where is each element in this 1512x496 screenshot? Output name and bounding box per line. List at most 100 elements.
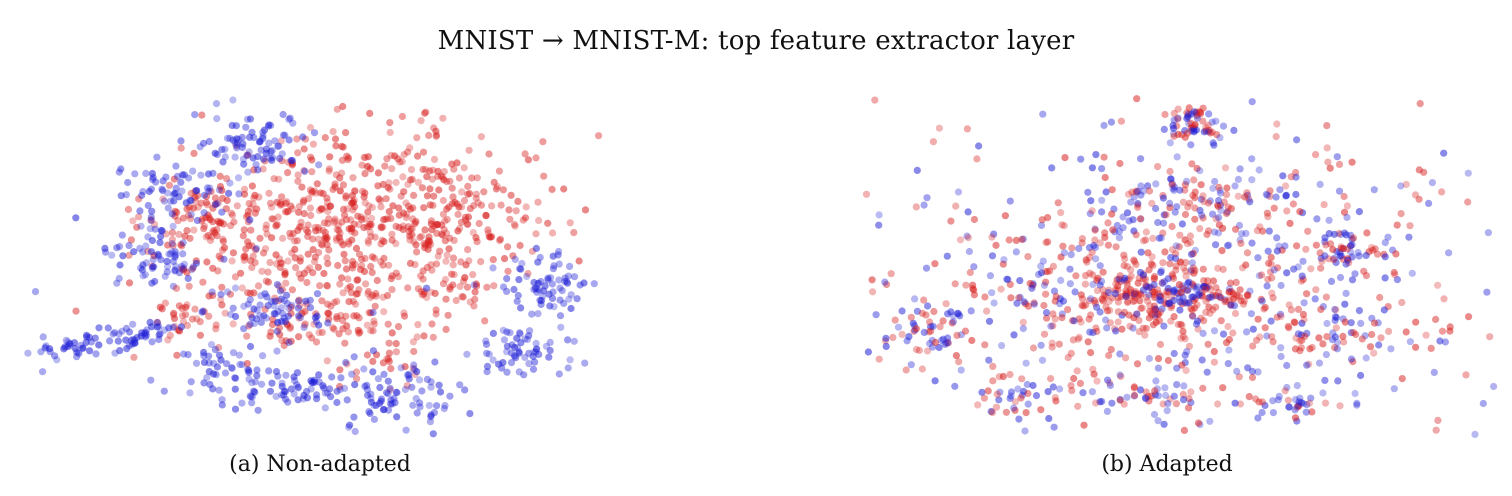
source-point <box>1015 415 1023 423</box>
source-point <box>148 338 156 346</box>
target-point <box>504 243 512 251</box>
source-point <box>229 96 237 104</box>
target-point <box>1142 236 1150 244</box>
target-point <box>336 187 344 195</box>
target-point <box>335 330 343 338</box>
target-point <box>250 289 258 297</box>
target-point <box>388 230 396 238</box>
scatter-panel-b <box>860 92 1500 442</box>
target-point <box>230 218 238 226</box>
source-point <box>1479 399 1487 408</box>
source-point <box>489 329 497 337</box>
target-point <box>416 233 424 241</box>
target-point <box>1263 209 1271 217</box>
target-point <box>449 193 457 201</box>
target-point <box>1308 408 1316 416</box>
source-point <box>1045 414 1053 423</box>
target-point <box>341 339 349 347</box>
target-point <box>358 255 366 263</box>
target-point <box>942 300 950 308</box>
target-point <box>1393 221 1401 229</box>
target-point <box>343 322 351 330</box>
source-point <box>440 405 448 413</box>
source-point <box>937 336 945 345</box>
source-point <box>213 200 221 208</box>
target-point <box>302 226 310 234</box>
target-point <box>219 246 227 254</box>
target-point <box>392 269 400 277</box>
target-point <box>331 217 339 225</box>
target-point <box>1124 190 1133 198</box>
source-point <box>254 153 262 161</box>
source-point <box>116 261 124 269</box>
source-point <box>213 363 221 371</box>
source-point <box>192 359 201 367</box>
target-point <box>286 324 294 333</box>
target-point <box>868 276 876 284</box>
target-point <box>344 156 352 164</box>
target-point <box>200 308 208 316</box>
target-point <box>1117 372 1125 380</box>
source-point <box>1047 322 1055 330</box>
target-point <box>1011 406 1019 414</box>
source-point <box>1258 408 1266 417</box>
target-point <box>1199 265 1207 273</box>
target-point <box>1204 294 1212 302</box>
target-point <box>363 223 371 231</box>
source-point <box>313 395 321 403</box>
source-point <box>168 240 176 248</box>
target-point <box>381 162 389 170</box>
source-point <box>518 259 526 268</box>
target-point <box>964 234 972 242</box>
target-point <box>1249 342 1257 350</box>
source-point <box>1189 312 1197 320</box>
source-point <box>998 342 1006 350</box>
target-point <box>274 213 282 221</box>
target-point <box>1189 264 1197 272</box>
source-point <box>557 323 565 331</box>
target-point <box>317 205 325 213</box>
target-point <box>485 233 493 241</box>
source-point <box>1276 310 1285 318</box>
source-point <box>1118 311 1126 319</box>
source-point <box>1206 417 1214 425</box>
target-point <box>227 222 235 230</box>
target-point <box>321 134 329 142</box>
source-point <box>1332 258 1340 267</box>
target-point <box>1046 267 1054 275</box>
target-point <box>448 270 456 278</box>
target-point <box>1181 335 1189 343</box>
source-point <box>1030 300 1038 308</box>
target-point <box>254 282 263 290</box>
target-point <box>1099 286 1107 294</box>
target-point <box>1415 166 1423 174</box>
target-point <box>902 366 910 374</box>
source-point <box>1016 277 1024 285</box>
source-point <box>154 250 162 258</box>
target-point <box>1074 402 1082 410</box>
target-point <box>1101 173 1109 182</box>
target-point <box>221 309 229 317</box>
target-point <box>1323 144 1331 152</box>
target-point <box>314 224 322 232</box>
source-point <box>1050 287 1059 295</box>
target-point <box>1402 328 1410 336</box>
target-point <box>323 234 331 242</box>
target-point <box>151 220 159 228</box>
source-point <box>246 392 254 400</box>
source-point <box>1351 270 1359 278</box>
target-point <box>283 208 291 216</box>
target-point <box>898 330 906 338</box>
source-point <box>530 278 538 287</box>
target-point <box>211 229 219 237</box>
source-point <box>306 304 315 312</box>
target-point <box>931 260 939 268</box>
source-point <box>384 390 392 398</box>
target-point <box>135 213 143 221</box>
target-point <box>1129 297 1137 305</box>
source-point <box>118 327 126 335</box>
source-point <box>1187 398 1195 407</box>
source-point <box>1154 392 1162 400</box>
target-point <box>159 195 167 203</box>
source-point <box>224 134 232 142</box>
